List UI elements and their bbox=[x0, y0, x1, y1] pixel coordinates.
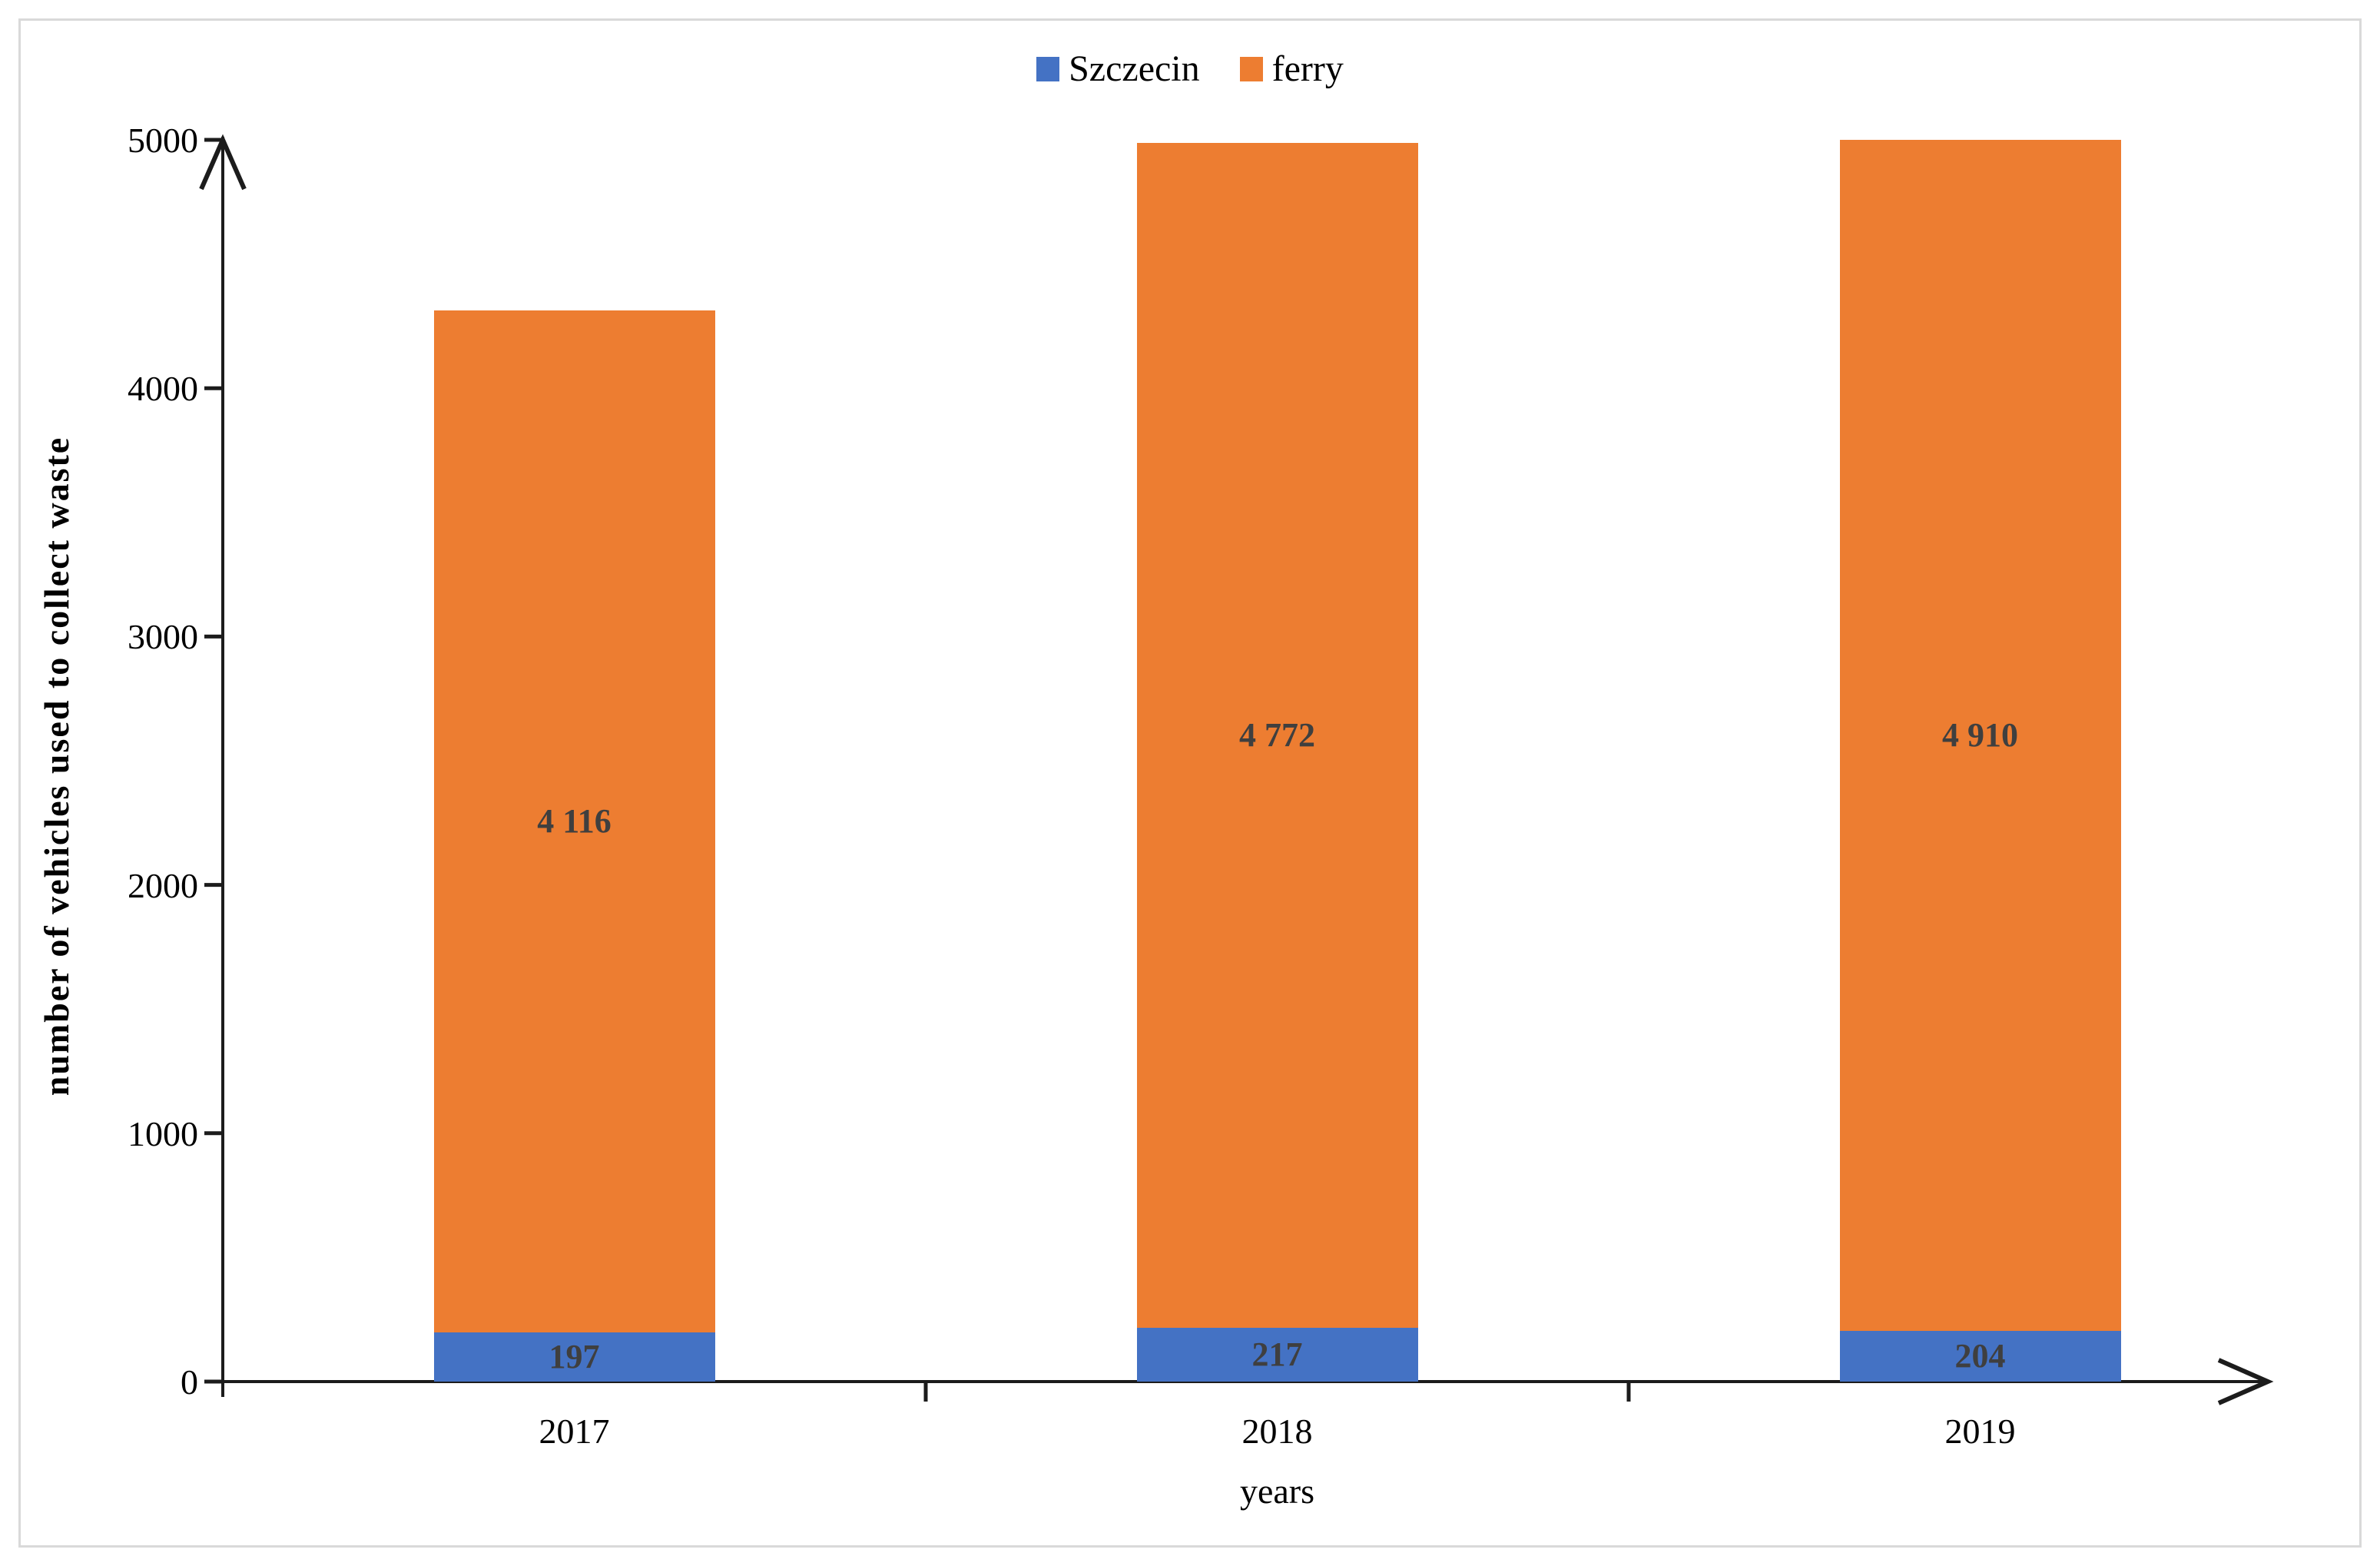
bar-segment-Szczecin-2017: 197 bbox=[433, 1332, 715, 1382]
x-category-label: 2018 bbox=[1241, 1412, 1313, 1451]
data-label: 217 bbox=[1251, 1335, 1303, 1373]
bar-segment-ferry-2017: 4 116 bbox=[433, 310, 715, 1333]
data-label: 4 116 bbox=[537, 802, 612, 841]
bar-segment-ferry-2019: 4 910 bbox=[1839, 140, 2121, 1332]
data-label: 4 910 bbox=[1942, 716, 2018, 755]
data-label: 197 bbox=[549, 1338, 600, 1376]
legend-label: ferry bbox=[1271, 48, 1344, 89]
legend-label: Szczecin bbox=[1069, 48, 1200, 89]
chart-frame-border bbox=[18, 18, 2362, 1548]
x-axis-arrow-icon bbox=[2217, 1358, 2274, 1405]
data-label: 204 bbox=[1954, 1337, 2006, 1375]
y-tick-label: 5000 bbox=[128, 121, 198, 160]
bar-segment-ferry-2018: 4 772 bbox=[1136, 142, 1418, 1328]
y-tick-label: 1000 bbox=[128, 1113, 198, 1153]
x-category-label: 2017 bbox=[539, 1412, 610, 1451]
x-axis-title: years bbox=[1239, 1471, 1315, 1511]
y-tick-label: 4000 bbox=[128, 369, 198, 409]
bar-segment-Szczecin-2018: 217 bbox=[1136, 1327, 1418, 1382]
y-tick-label: 3000 bbox=[128, 617, 198, 657]
legend-swatch-icon bbox=[1036, 57, 1060, 81]
legend-item-ferry: ferry bbox=[1239, 48, 1344, 89]
legend-swatch-icon bbox=[1239, 57, 1263, 81]
x-category-label: 2019 bbox=[1944, 1412, 2016, 1451]
y-tick-label: 0 bbox=[181, 1362, 198, 1402]
y-tick-label: 2000 bbox=[128, 865, 198, 905]
legend-item-Szczecin: Szczecin bbox=[1036, 51, 1200, 88]
legend: Szczecin ferry bbox=[0, 51, 2380, 88]
data-label: 4 772 bbox=[1239, 715, 1315, 754]
bar-segment-Szczecin-2019: 204 bbox=[1839, 1331, 2121, 1382]
